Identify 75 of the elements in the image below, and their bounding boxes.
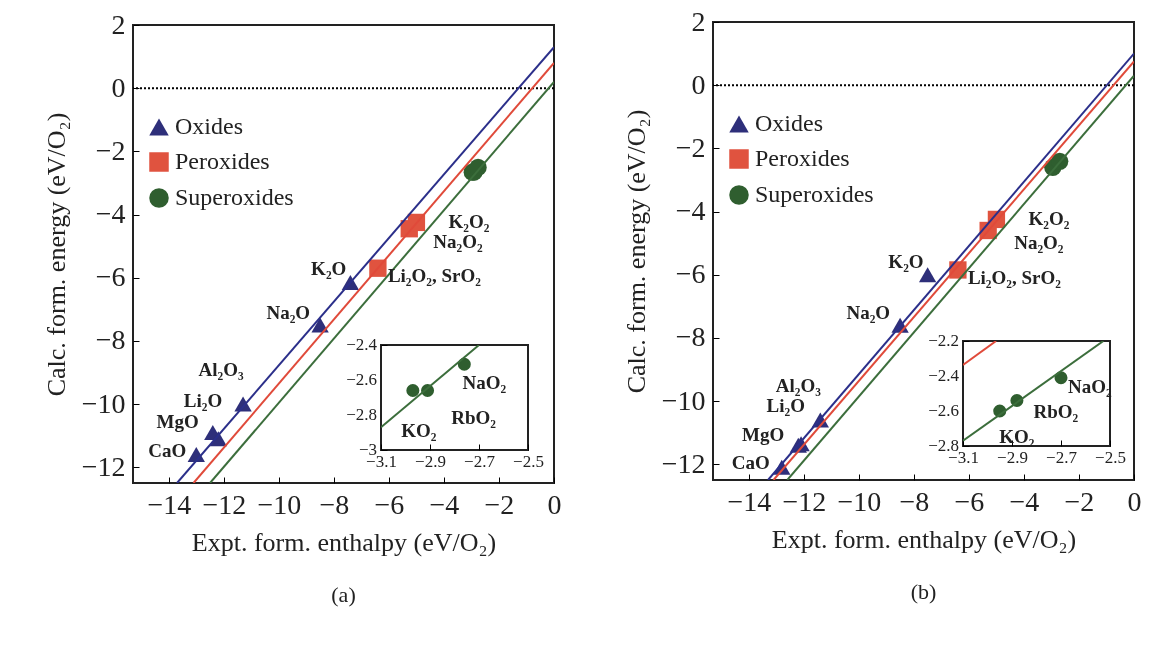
legend-label: Superoxides — [175, 184, 294, 210]
y-tick-label: −4 — [675, 195, 706, 227]
y-tick-label: −6 — [675, 258, 706, 290]
y-tick-label: −2.6 — [346, 370, 377, 389]
x-axis-title: Expt. form. enthalpy (eV/O₂) — [771, 524, 1077, 554]
x-tick-label: −2.7 — [464, 451, 496, 471]
legend-label: Oxides — [755, 110, 823, 136]
x-tick-label: −10 — [837, 485, 882, 517]
legend-label: Superoxides — [755, 181, 874, 207]
annotation: K₂O — [311, 258, 347, 280]
y-tick-label: −2 — [95, 134, 126, 166]
annotation: Al₂O₃ — [775, 374, 822, 396]
x-tick-label: −2 — [484, 488, 515, 520]
x-tick-label: −2.9 — [997, 447, 1028, 467]
annotation: RbO₂ — [1033, 400, 1079, 422]
y-tick-label: −8 — [675, 321, 706, 353]
annotation: Li₂O₂, SrO₂ — [387, 265, 482, 287]
x-tick-label: −2.7 — [1046, 447, 1078, 467]
y-tick-label: −2 — [675, 131, 706, 163]
legend-label: Peroxides — [755, 145, 850, 171]
annotation: KO₂ — [999, 426, 1035, 447]
annotation: Al₂O₃ — [198, 359, 244, 381]
x-tick-label: −4 — [1009, 485, 1040, 517]
annotation: CaO — [731, 452, 770, 474]
x-tick-label: −2.9 — [415, 451, 446, 471]
y-tick-label: −4 — [95, 198, 126, 230]
annotation: Na₂O — [266, 302, 311, 324]
y-tick-label: 2 — [691, 5, 706, 37]
x-tick-label: −10 — [257, 488, 302, 520]
annotation: Li₂O₂, SrO₂ — [967, 266, 1062, 288]
x-tick-label: −12 — [202, 488, 247, 520]
annotation: CaO — [148, 439, 187, 461]
annotation: K₂O₂ — [448, 211, 490, 233]
annotation: RbO₂ — [451, 406, 497, 428]
x-tick-label: −14 — [727, 485, 772, 517]
y-tick-label: −8 — [95, 324, 126, 356]
y-tick-label: −2.8 — [346, 405, 377, 424]
annotation: NaO₂ — [462, 372, 507, 394]
x-axis-title: Expt. form. enthalpy (eV/O₂) — [191, 527, 497, 557]
y-tick-label: −10 — [661, 384, 706, 416]
y-tick-label: −2.2 — [928, 331, 959, 350]
x-tick-label: −2 — [1064, 485, 1095, 517]
annotation: KO₂ — [401, 419, 437, 441]
legend-label: Peroxides — [175, 148, 270, 174]
x-tick-label: −8 — [319, 488, 350, 520]
legend-label: Oxides — [175, 113, 243, 139]
y-tick-label: 2 — [111, 8, 126, 40]
x-tick-label: −2.5 — [513, 451, 544, 471]
annotation: K₂O — [888, 250, 924, 272]
y-tick-label: −2.6 — [928, 401, 959, 420]
y-tick-label: −2.4 — [346, 335, 378, 354]
y-axis-title: Calc. form. energy (eV/O₂) — [621, 109, 651, 394]
x-tick-label: −8 — [899, 485, 930, 517]
annotation: MgO — [742, 424, 785, 446]
x-tick-label: −14 — [147, 488, 192, 520]
x-tick-label: −2.5 — [1095, 447, 1126, 467]
text: (b) — [910, 579, 937, 604]
y-tick-label: 0 — [691, 68, 706, 100]
y-tick-label: 0 — [111, 71, 126, 103]
annotation: MgO — [156, 411, 199, 433]
y-tick-label: −2.4 — [928, 366, 960, 385]
x-tick-label: −4 — [429, 488, 460, 520]
x-tick-label: −6 — [374, 488, 405, 520]
annotation: K₂O₂ — [1028, 208, 1070, 230]
annotation: Na₂O₂ — [1014, 232, 1064, 254]
y-tick-label: −10 — [81, 387, 126, 419]
annotation: Li₂O — [183, 389, 223, 411]
y-tick-label: −6 — [95, 261, 126, 293]
x-tick-label: 0 — [1127, 485, 1142, 517]
x-tick-label: −6 — [954, 485, 985, 517]
text: (a) — [331, 582, 356, 607]
y-axis-title: Calc. form. energy (eV/O₂) — [41, 112, 71, 397]
x-tick-label: 0 — [547, 488, 562, 520]
x-tick-label: −12 — [782, 485, 827, 517]
annotation: Na₂O — [846, 302, 891, 324]
